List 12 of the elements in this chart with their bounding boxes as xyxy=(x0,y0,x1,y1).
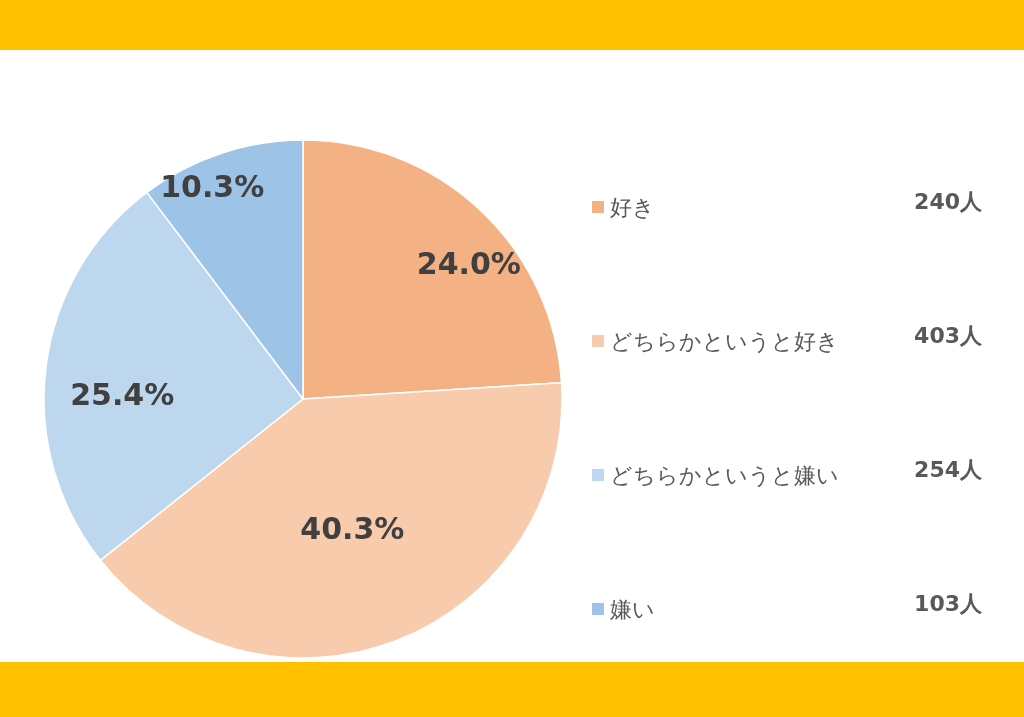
text: 103人 xyxy=(914,590,983,616)
text: 403人 xyxy=(914,322,983,348)
text: 240人 xyxy=(914,188,983,214)
data-label: 25.4% xyxy=(70,377,175,413)
data-label: 10.3% xyxy=(160,168,265,204)
legend-label: 嫌い xyxy=(610,596,655,622)
text: 254人 xyxy=(914,456,983,482)
legend-label: どちらかというと嫌い xyxy=(610,462,839,488)
data-label: 40.3% xyxy=(300,511,405,547)
legend-label: どちらかというと好き xyxy=(610,328,839,354)
data-label: 24.0% xyxy=(416,246,521,282)
legend-label: 好き xyxy=(610,194,655,220)
